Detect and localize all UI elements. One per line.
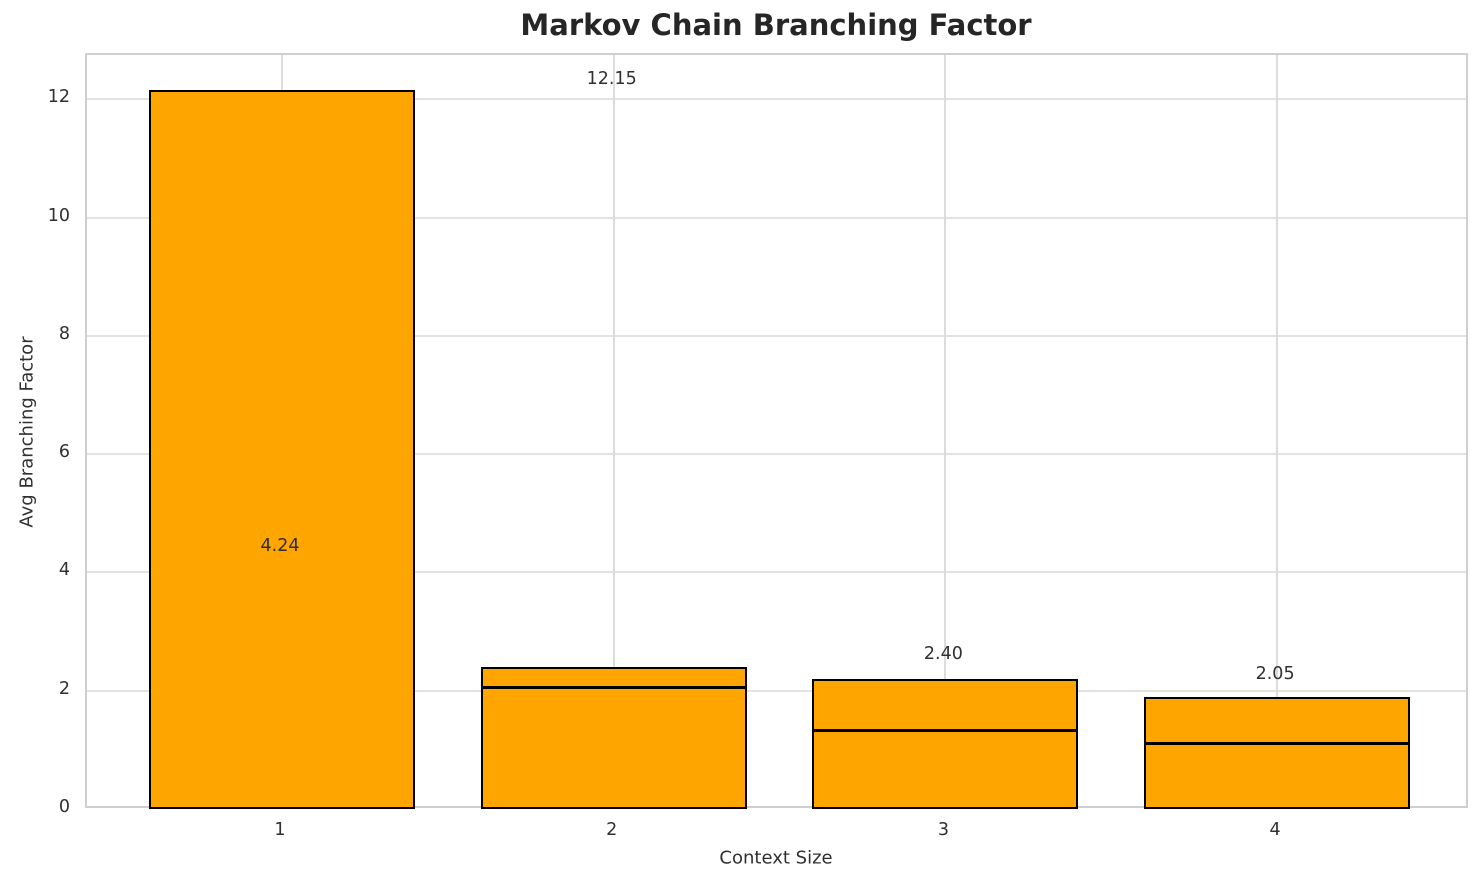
gridline-horizontal <box>87 98 1466 101</box>
bar-context-3 <box>812 679 1079 809</box>
gridline-vertical <box>1276 55 1279 806</box>
gridline-horizontal <box>87 216 1466 219</box>
y-tick-label: 8 <box>58 323 70 344</box>
value-label: 4.24 <box>260 535 300 556</box>
y-axis-label: Avg Branching Factor <box>16 336 38 528</box>
y-tick-label: 2 <box>58 678 70 699</box>
bar-context-1 <box>149 90 415 809</box>
chart-title: Markov Chain Branching Factor <box>520 8 1032 42</box>
y-tick-label: 12 <box>47 87 70 108</box>
gridline-vertical <box>612 55 615 806</box>
gridline-horizontal <box>87 571 1466 574</box>
y-tick-label: 4 <box>58 560 70 581</box>
bar-inner-top-context-2 <box>480 686 747 690</box>
gridline-horizontal <box>87 453 1466 456</box>
bar-context-4 <box>1144 696 1411 809</box>
gridline-horizontal <box>87 689 1466 692</box>
x-axis-label: Context Size <box>719 847 833 869</box>
y-tick-label: 0 <box>58 797 70 817</box>
gridline-vertical <box>944 55 947 806</box>
gridline-horizontal <box>87 334 1466 337</box>
x-tick-label: 2 <box>606 820 618 840</box>
y-tick-label: 10 <box>47 205 70 226</box>
bar-context-2 <box>480 667 747 809</box>
value-label: 12.15 <box>586 69 637 90</box>
bar-inner-top-context-3 <box>812 728 1079 732</box>
plot-area <box>85 53 1468 809</box>
bar-inner-top-context-4 <box>1144 742 1411 746</box>
x-tick-label: 4 <box>1269 820 1281 840</box>
value-label: 2.05 <box>1255 663 1295 684</box>
y-tick-label: 6 <box>58 442 70 463</box>
x-tick-label: 1 <box>274 820 286 840</box>
x-tick-label: 3 <box>937 820 949 840</box>
value-label: 2.40 <box>923 643 963 664</box>
